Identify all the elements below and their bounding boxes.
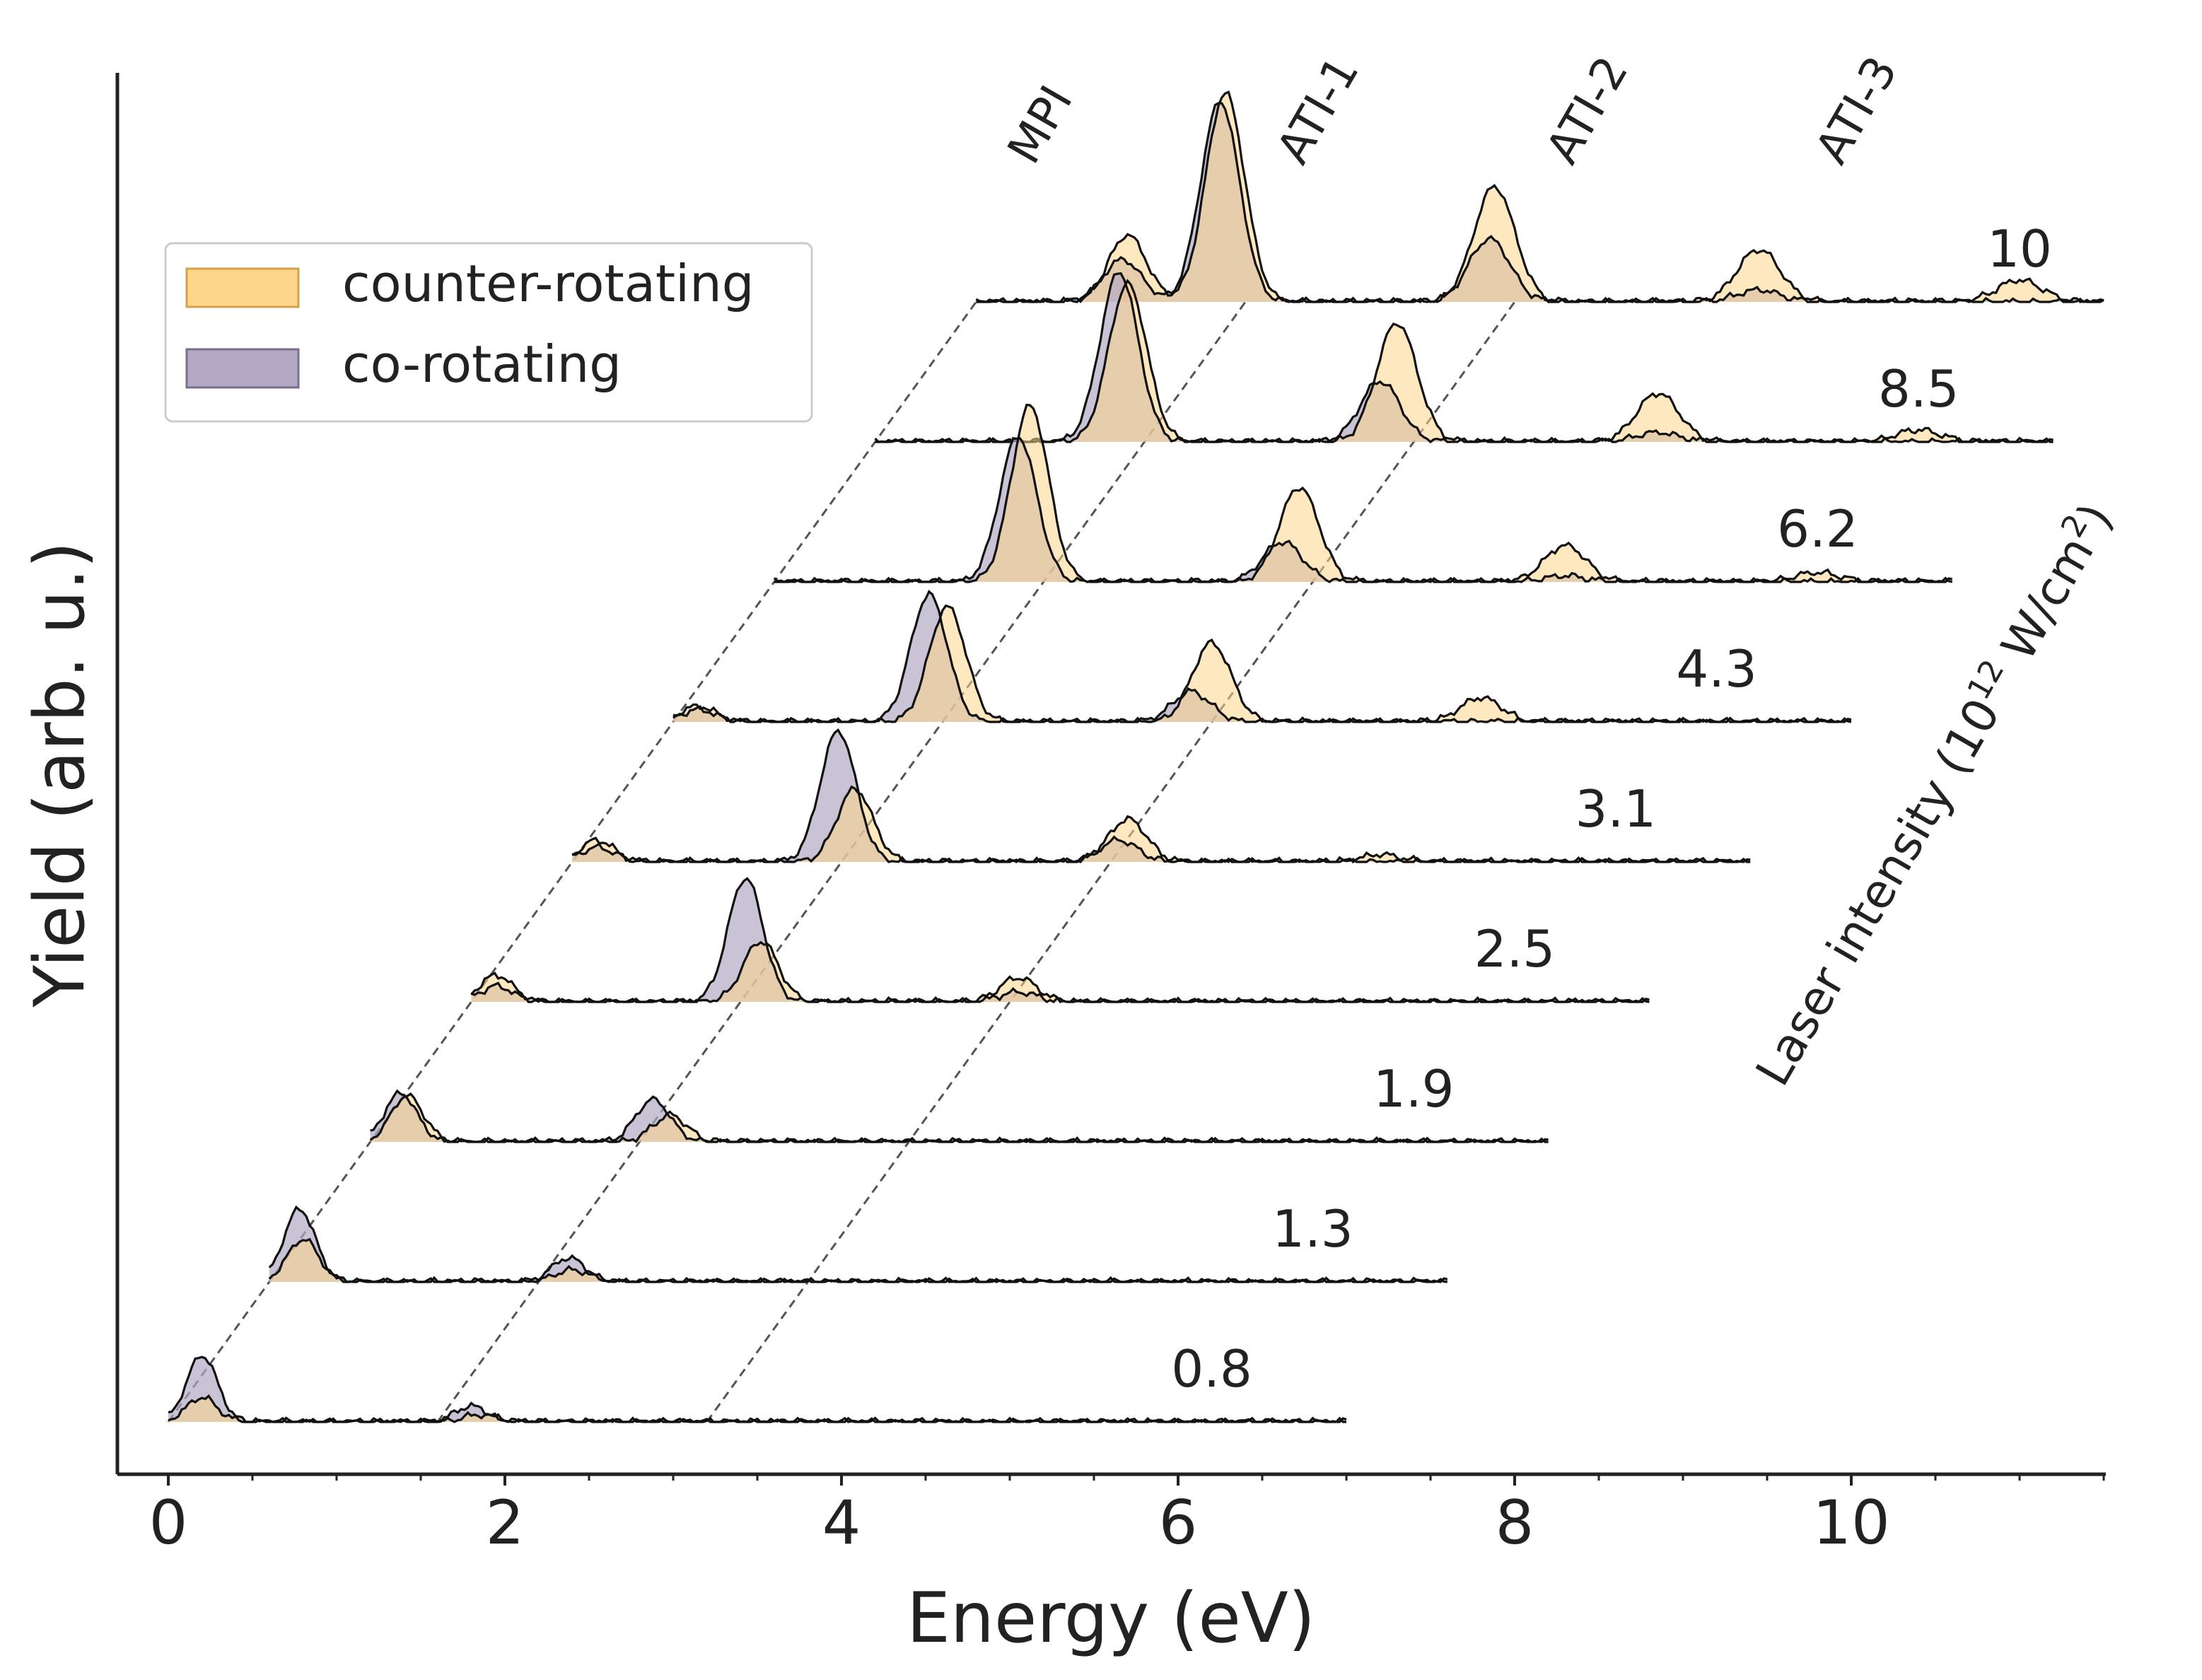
intensity-label: 1.3 xyxy=(1272,1199,1353,1259)
co-rotating-area xyxy=(370,1090,1549,1142)
intensity-label: 1.9 xyxy=(1373,1059,1455,1119)
co-rotating-area xyxy=(168,1357,1346,1422)
legend-label-counter-rotating: counter-rotating xyxy=(342,254,754,313)
legend-frame xyxy=(164,242,813,423)
co-rotating-area xyxy=(269,1207,1447,1282)
intensity-label: 2.5 xyxy=(1474,919,1556,979)
ridge xyxy=(773,403,1953,583)
counter-rotating-area xyxy=(572,786,1751,862)
ridge xyxy=(268,1205,1448,1283)
counter-rotating-line xyxy=(369,1092,1549,1143)
counter-rotating-line xyxy=(168,1394,1346,1423)
counter-rotating-area xyxy=(875,281,2054,442)
x-ticks: 0 2 4 6 8 10 xyxy=(149,1474,2105,1558)
peak-label: MPI xyxy=(998,77,1083,173)
counter-rotating-line xyxy=(875,279,2054,443)
co-rotating-line xyxy=(168,1355,1347,1423)
x-tick-label: 10 xyxy=(1812,1488,1889,1558)
x-axis-label: Energy (eV) xyxy=(907,1578,1315,1659)
co-rotating-line xyxy=(773,436,1953,583)
co-rotating-area xyxy=(471,878,1650,1002)
y-axis-label: Yield (arb. u.) xyxy=(20,541,100,1008)
intensity-label: 10 xyxy=(1987,219,2052,279)
counter-rotating-area xyxy=(370,1094,1549,1142)
guide-line xyxy=(436,301,1247,1423)
legend: counter-rotating co-rotating xyxy=(164,242,813,423)
x-tick-label: 6 xyxy=(1159,1488,1198,1558)
ridge xyxy=(672,590,1852,723)
co-rotating-area xyxy=(774,438,1952,582)
x-tick-label: 0 xyxy=(149,1488,188,1558)
intensity-label: 3.1 xyxy=(1575,779,1657,839)
intensity-label: 6.2 xyxy=(1777,499,1858,559)
ridge xyxy=(975,91,2104,303)
x-tick-label: 2 xyxy=(486,1488,525,1558)
counter-rotating-line xyxy=(268,1237,1447,1283)
counter-rotating-line xyxy=(774,403,1953,583)
co-rotating-line xyxy=(370,1089,1549,1143)
ridge xyxy=(168,1355,1347,1423)
guide-line xyxy=(706,301,1516,1423)
peak-label: ATI-1 xyxy=(1267,48,1369,173)
x-tick-label: 4 xyxy=(822,1488,861,1558)
counter-rotating-line xyxy=(571,785,1751,864)
co-rotating-area xyxy=(673,591,1851,722)
counter-rotating-area xyxy=(269,1239,1447,1282)
intensity-label: 8.5 xyxy=(1878,359,1959,419)
legend-swatch-counter-rotating xyxy=(185,267,300,308)
ridges xyxy=(168,91,2104,1423)
ridge xyxy=(874,272,2054,444)
peak-label: ATI-3 xyxy=(1806,48,1908,173)
co-rotating-line xyxy=(470,877,1650,1003)
counter-rotating-area xyxy=(976,92,2104,302)
counter-rotating-line xyxy=(672,604,1852,723)
counter-rotating-area xyxy=(774,404,1952,582)
counter-rotating-area xyxy=(673,605,1851,722)
co-rotating-line xyxy=(571,728,1751,863)
co-rotating-line xyxy=(672,590,1852,723)
counter-rotating-line xyxy=(470,940,1650,1003)
ridge xyxy=(369,1089,1549,1143)
legend-label-co-rotating: co-rotating xyxy=(342,334,622,394)
counter-rotating-area xyxy=(471,942,1650,1002)
intensity-label: 4.3 xyxy=(1676,639,1757,699)
peak-label: ATI-2 xyxy=(1537,48,1638,173)
co-rotating-line xyxy=(975,102,2104,303)
peak-labels: MPI ATI-1 ATI-2 ATI-3 xyxy=(998,48,1908,173)
intensity-labels: 10 8.5 6.2 4.3 3.1 2.5 1.9 1.3 0.8 xyxy=(1171,219,2051,1399)
x-tick-label: 8 xyxy=(1496,1488,1534,1558)
legend-swatch-co-rotating xyxy=(185,348,300,389)
ridge xyxy=(571,728,1751,864)
co-rotating-area xyxy=(572,730,1751,862)
counter-rotating-line xyxy=(976,91,2104,303)
co-rotating-line xyxy=(268,1205,1448,1283)
ridge xyxy=(470,877,1650,1003)
intensity-label: 0.8 xyxy=(1171,1339,1252,1399)
